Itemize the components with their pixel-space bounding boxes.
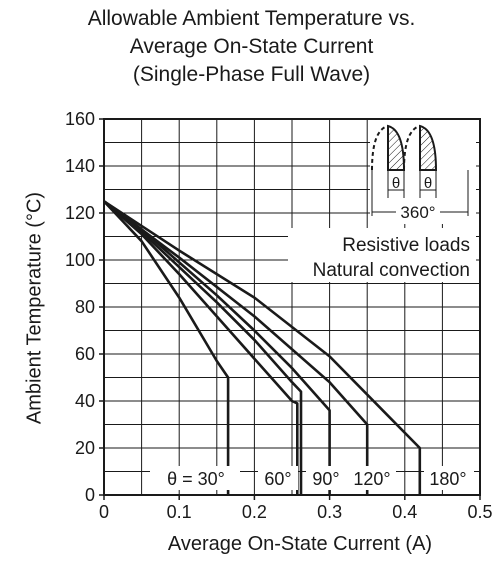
- y-tick-label: 40: [75, 391, 95, 411]
- annotation-line-1: Resistive loads: [342, 235, 470, 256]
- series-curve-2: [103, 200, 303, 495]
- curve-label-120: 120°: [353, 469, 390, 489]
- curve-labels: θ = 30° 60° 90° 120° 180°: [150, 466, 474, 490]
- axis-ticks: 0 0.1 0.2 0.3 0.4 0.5 0 20 40 60 80 100 120 140 160: [65, 109, 493, 522]
- x-tick-label: 0.4: [392, 502, 417, 522]
- x-tick-label: 0.1: [167, 502, 192, 522]
- chart-title-line-2: Average On-State Current: [129, 35, 374, 58]
- y-tick-label: 60: [75, 344, 95, 364]
- y-tick-label: 120: [65, 203, 95, 223]
- series-curve-1: [103, 200, 299, 495]
- period-label: 360°: [400, 203, 435, 222]
- curve-label-30: θ = 30°: [167, 469, 225, 489]
- annotation: Resistive loads Natural convection: [288, 228, 476, 282]
- series-curve-4: [103, 200, 369, 495]
- x-tick-label: 0.3: [317, 502, 342, 522]
- y-axis-label: Ambient Temperature (°C): [23, 191, 46, 425]
- curve-label-60: 60°: [264, 469, 291, 489]
- annotation-line-2: Natural convection: [313, 260, 470, 281]
- x-tick-label: 0.2: [242, 502, 267, 522]
- x-tick-label: 0: [99, 502, 109, 522]
- y-tick-label: 0: [85, 485, 95, 505]
- chart-title-line-3: (Single-Phase Full Wave): [132, 63, 371, 86]
- y-tick-label: 20: [75, 438, 95, 458]
- chart-title-line-1: Allowable Ambient Temperature vs.: [87, 7, 416, 30]
- theta-label-1: θ: [392, 175, 400, 192]
- curve-label-180: 180°: [429, 469, 466, 489]
- x-tick-label: 0.5: [467, 502, 492, 522]
- series-curve-5: [103, 200, 422, 495]
- y-tick-label: 160: [65, 109, 95, 129]
- waveform-inset: θ θ 360°: [370, 120, 476, 224]
- series-curve-0: [103, 200, 230, 495]
- y-tick-label: 140: [65, 156, 95, 176]
- y-tick-label: 100: [65, 250, 95, 270]
- y-tick-label: 80: [75, 297, 95, 317]
- theta-label-2: θ: [424, 175, 432, 192]
- curve-label-90: 90°: [312, 469, 339, 489]
- series-group: [103, 200, 422, 495]
- x-axis-label: Average On-State Current (A): [167, 533, 433, 555]
